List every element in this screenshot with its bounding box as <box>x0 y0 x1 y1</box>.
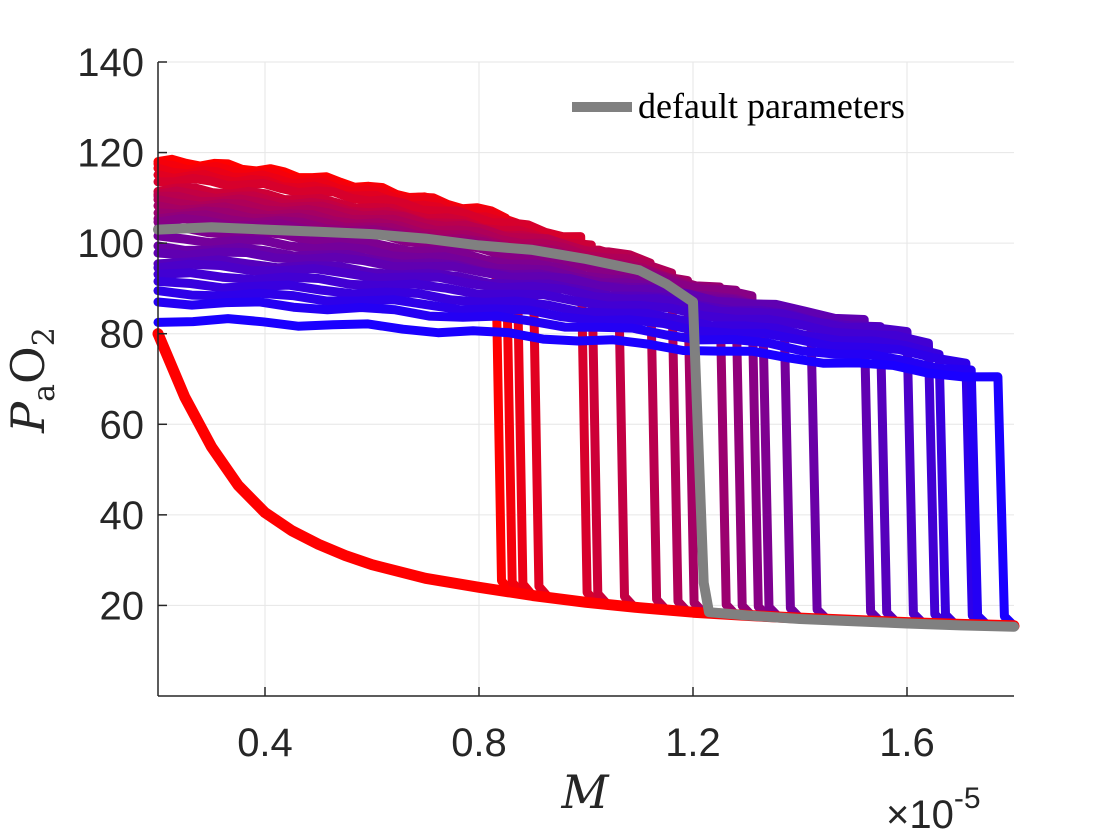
sweep-series-line <box>153 314 1019 631</box>
sweep-series-line <box>153 297 1019 631</box>
x-axis-title: M <box>560 765 610 819</box>
y-axis-title: PaO2 <box>1 327 62 434</box>
sweep-series-line <box>153 268 1019 631</box>
sweep-series-line <box>153 259 1019 631</box>
svg-text:×10-5: ×10-5 <box>886 782 981 837</box>
y-tick-label: 140 <box>77 41 144 85</box>
tick-labels: 0.4 0.8 1.2 1.6 20 40 60 80 100 120 140 <box>77 41 935 765</box>
y-tick-label: 60 <box>100 403 145 447</box>
default-parameters-line <box>153 222 1019 632</box>
sweep-series-line <box>153 247 1019 631</box>
y-tick-label: 80 <box>100 313 145 357</box>
svg-text:PaO2: PaO2 <box>1 327 62 434</box>
x-exponent-label: ×10-5 <box>886 782 981 837</box>
y-axis-title-rest: O <box>1 346 55 384</box>
legend: default parameters <box>572 86 905 126</box>
y-tick-label: 120 <box>77 132 144 176</box>
y-tick-label: 20 <box>100 584 145 628</box>
x-tick-label: 0.4 <box>237 721 293 765</box>
x-exponent-base: ×10 <box>886 793 954 837</box>
x-tick-label: 1.6 <box>879 721 935 765</box>
sweep-series-line <box>153 276 1019 631</box>
x-tick-label: 0.8 <box>451 721 507 765</box>
legend-label: default parameters <box>638 86 905 126</box>
y-axis-title-rest-sub: 2 <box>27 327 62 346</box>
x-exponent-power: -5 <box>954 782 981 815</box>
x-tick-label: 1.2 <box>665 721 721 765</box>
sweep-series-line <box>153 286 1019 631</box>
y-tick-label: 40 <box>100 494 145 538</box>
axes <box>157 61 1014 697</box>
y-tick-label: 100 <box>77 222 144 266</box>
data-series <box>152 154 1020 632</box>
y-axis-title-sub: a <box>27 384 62 402</box>
y-axis-title-base: P <box>1 401 55 434</box>
